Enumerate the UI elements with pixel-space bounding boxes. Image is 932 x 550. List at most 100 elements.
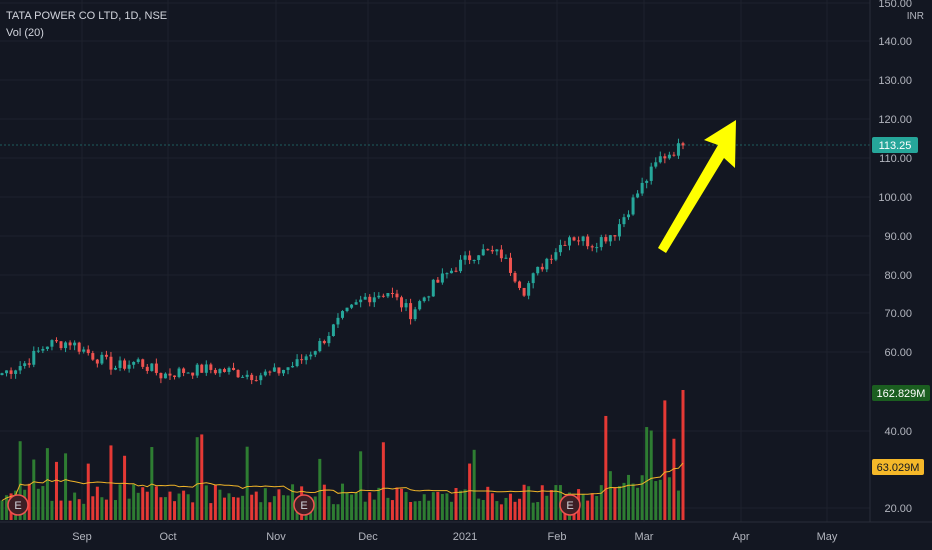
volume-bar [341,483,344,520]
candle-body [386,293,390,297]
time-tick-label: Sep [72,531,92,543]
volume-indicator-label[interactable]: Vol (20) [6,27,44,39]
candle-body [14,370,18,374]
candle-body [127,364,131,369]
time-axis[interactable]: Sep Oct Nov Dec 2021 Feb Mar Apr May [72,531,838,543]
candle-body [431,279,435,297]
candle-body [109,356,113,370]
candle-body [622,217,626,225]
candle-body [173,375,177,377]
earnings-marker-label: E [14,500,21,512]
volume-bar [540,485,544,520]
volume-bar [613,487,617,520]
volume-bar [413,501,417,520]
candle-body [177,368,181,377]
volume-bar [159,497,163,520]
volume-bar [222,497,226,520]
volume-bar [654,481,658,520]
candle-body [259,375,263,381]
candle-body [495,249,499,252]
candle-body [132,361,136,365]
price-tick-label: 130.00 [878,75,912,87]
candle-body [36,350,40,352]
candle-body [141,359,145,367]
candle-body [336,317,340,325]
candle-body [114,367,117,370]
candle-body [50,340,54,347]
volume-bar [418,500,422,520]
candle-body [291,366,295,368]
volume-bar [508,493,512,520]
volume-bar [168,491,172,520]
volume-bar [667,477,671,520]
candle-body [118,360,122,368]
candle-body [191,372,195,376]
candle-body [531,273,535,284]
price-tick-label: 20.00 [884,503,912,515]
volume-bar [549,489,553,520]
candle-body [313,351,317,355]
volume-bar [254,491,258,520]
candle-body [518,281,522,288]
price-axis[interactable]: 150.00 140.00 130.00 120.00 110.00 100.00 90.0… [878,0,912,515]
candle-body [640,182,644,194]
volume-bar [177,493,181,520]
volume-bar [209,503,213,520]
last-price-value: 113.25 [879,140,912,152]
volume-bar [136,492,140,520]
earnings-marker-label: E [566,500,573,512]
volume-bar [422,494,426,520]
candle-body [400,297,404,308]
candle-body [200,364,204,373]
candle-body [676,143,680,156]
trend-arrow-icon [658,120,736,253]
volume-bar [527,486,531,520]
candle-body [527,283,531,296]
volume-bar [427,500,431,520]
volume-bar [236,497,240,520]
time-tick-label: Feb [548,531,567,543]
candle-body [86,349,90,354]
candle-body [486,249,490,251]
candle-body [504,257,508,259]
volume-bar [68,500,72,520]
volume-bar [27,483,31,520]
candles [0,138,685,385]
volume-bar [499,504,503,520]
volume-bar [359,451,363,520]
volume-bar [595,496,599,520]
volume-bar [5,495,9,520]
volume-bar [345,492,349,520]
time-tick-label: Apr [732,531,749,543]
earnings-marker: E [7,494,29,516]
candle-body [245,374,249,377]
volume-bar [350,494,354,520]
volume-bar [477,498,481,520]
time-tick-label: Dec [358,531,378,543]
volume-bar [409,502,413,520]
volume-bar [331,504,335,520]
volume-bar [213,484,217,520]
volume-bar [200,434,204,520]
candle-body [536,266,540,274]
candle-body [145,366,149,371]
volume-bar [195,437,199,520]
candle-body [350,304,354,308]
volume-bar [531,502,535,520]
candle-body [331,324,335,336]
candle-body [32,350,36,365]
volume-bar [481,499,485,520]
volume-bar [486,486,490,520]
volume-bar [518,498,522,520]
volume-bar [436,491,440,520]
currency-label[interactable]: INR [906,11,924,22]
volume-bar [459,490,463,520]
candle-body [213,369,217,374]
volume-bar [377,487,381,520]
volume-bar [658,479,662,520]
volume-bar [281,495,285,520]
symbol-title[interactable]: TATA POWER CO LTD, 1D, NSE [6,10,168,22]
candle-body [613,235,617,237]
